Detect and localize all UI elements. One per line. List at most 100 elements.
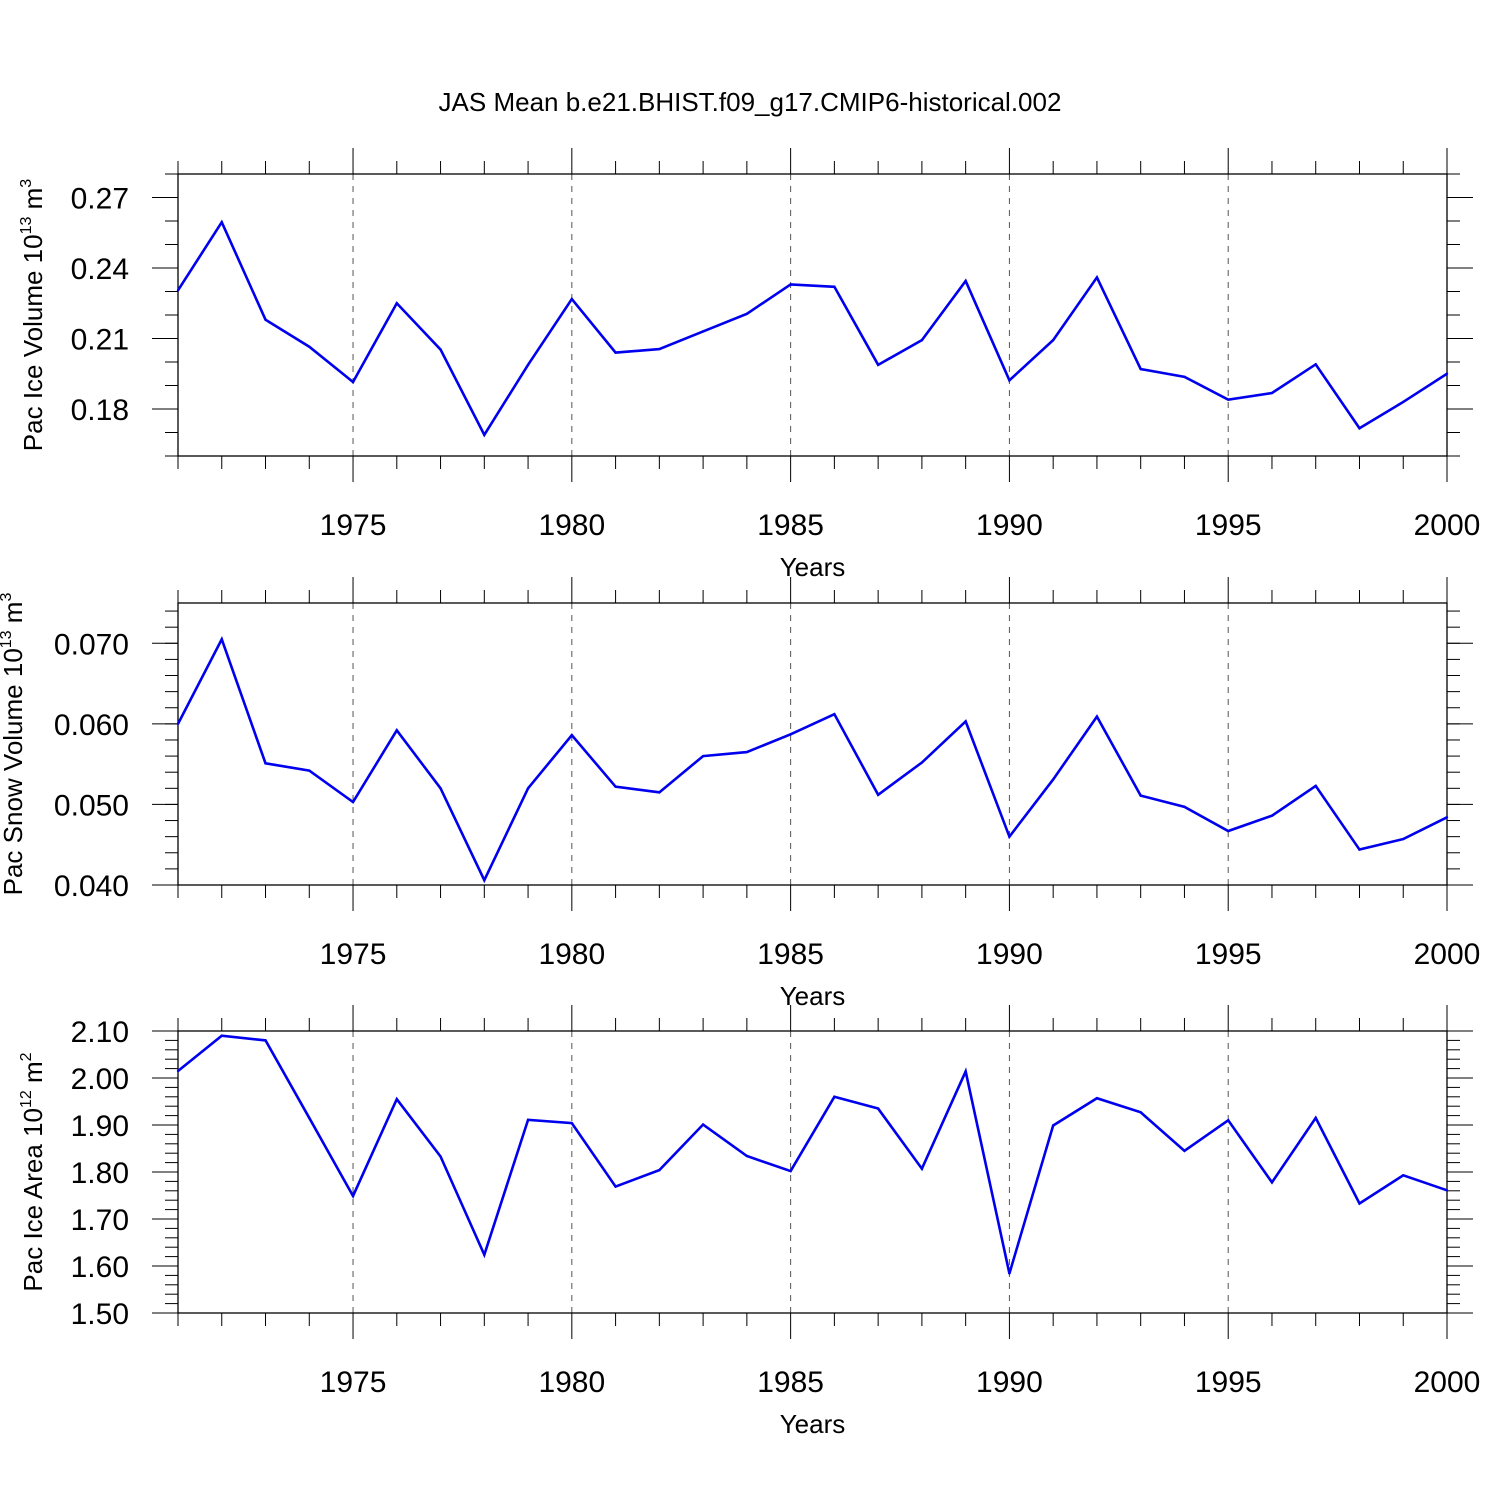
data-point [920,338,924,342]
y-axis-title-main: Pac Ice Volume 10 [18,234,48,451]
series-line [177,1034,1448,1274]
data-point [351,800,355,804]
data-point [308,345,311,348]
y-tick-label: 0.21 [71,324,129,357]
data-point [1008,1272,1011,1275]
y-tick-label: 1.90 [71,1110,129,1143]
data-point [833,712,836,716]
data-point [439,787,442,790]
x-tick-label: 1980 [538,1366,605,1399]
data-point [220,220,223,224]
y-axis-title: Pac Snow Volume 1013 m3 [0,593,28,896]
data-point [1445,1189,1449,1192]
x-tick-label: 1995 [1195,1366,1262,1399]
data-point [264,1039,267,1042]
data-point [1402,1174,1405,1177]
panel-1: 1975 1980 1985 1990 1995 2000 0.18 0.21 0.24 0.27… [18,148,1480,582]
data-point [526,363,530,367]
data-point [264,318,267,321]
data-point [745,1154,749,1158]
data-point [1095,276,1099,279]
data-point [614,1185,617,1188]
y-tick-label: 0.060 [54,709,129,742]
data-point [1227,829,1230,833]
data-point [176,289,180,292]
data-point [1358,427,1361,430]
data-point [658,791,661,794]
x-tick-label: 1990 [976,938,1043,971]
data-point [1139,794,1142,797]
data-point [964,720,967,723]
data-point [1139,1111,1142,1114]
x-tick-label: 1975 [320,938,387,971]
data-point [1227,398,1230,401]
data-point [701,1123,705,1126]
data-point [745,750,749,754]
data-point [1270,814,1274,817]
data-point [483,433,486,437]
data-point [701,330,705,333]
y-axis-title-exponent: 13 [0,630,15,648]
data-point [526,787,530,790]
y-axis-title-unit-exponent: 2 [18,1052,35,1061]
data-point [1358,848,1361,851]
y-axis-title-unit-exponent: 3 [18,179,35,188]
data-point [833,1095,836,1099]
data-point [176,1069,180,1073]
x-axis-title: Years [780,552,846,582]
y-tick-label: 1.80 [71,1157,129,1190]
data-point [833,285,836,288]
data-point [658,347,661,351]
x-tick-label: 1985 [757,509,824,542]
data-point [1402,837,1405,841]
panel-3: 1975 1980 1985 1990 1995 2000 1.50 1.60 1.70 1.80… [18,1005,1480,1439]
y-axis-title-main: Pac Snow Volume 10 [0,648,28,895]
data-point [789,283,792,286]
data-point [1183,805,1186,809]
data-point [308,769,311,772]
panel-2: 1975 1980 1985 1990 1995 2000 0.040 0.050 0.060 0… [0,577,1480,1011]
data-point [876,1107,880,1110]
y-axis-title-unit: m [0,602,28,631]
x-tick-label: 1975 [320,1366,387,1399]
x-tick-label: 1975 [320,509,387,542]
data-point [658,1168,661,1172]
data-point [964,279,967,283]
data-point [1051,778,1055,781]
y-axis-title: Pac Ice Volume 1013 m3 [18,179,48,452]
data-point [1051,1124,1055,1127]
x-tick-label: 1985 [757,938,824,971]
x-tick-label: 1990 [976,509,1043,542]
y-tick-label: 2.10 [71,1016,129,1049]
data-point [1227,1119,1230,1122]
data-point [483,878,486,882]
data-point [1314,363,1317,366]
panels: 1975 1980 1985 1990 1995 2000 0.18 0.21 0.24 0.27… [0,148,1480,1439]
data-point [1183,1149,1186,1153]
data-point [1095,715,1099,718]
data-point [1270,391,1274,395]
data-point [964,1070,967,1073]
data-point [570,1121,574,1125]
data-point [1358,1202,1361,1205]
data-point [745,312,749,316]
data-point [264,762,267,765]
x-axis-title: Years [780,981,846,1011]
plot-frame [177,602,1448,886]
y-tick-label: 1.50 [71,1298,129,1331]
y-tick-label: 0.070 [54,628,129,661]
data-point [920,1167,924,1170]
series-line [176,635,1448,884]
data-point [1270,1181,1274,1184]
data-point [614,351,617,354]
x-tick-label: 2000 [1414,1366,1481,1399]
y-tick-label: 1.60 [71,1251,129,1284]
figure-title: JAS Mean b.e21.BHIST.f09_g17.CMIP6-histo… [439,87,1062,117]
data-point [176,722,180,726]
data-point [614,785,617,788]
data-point [220,638,223,641]
y-axis-title-exponent: 13 [18,216,35,234]
x-tick-label: 1995 [1195,938,1262,971]
data-point [439,348,442,351]
